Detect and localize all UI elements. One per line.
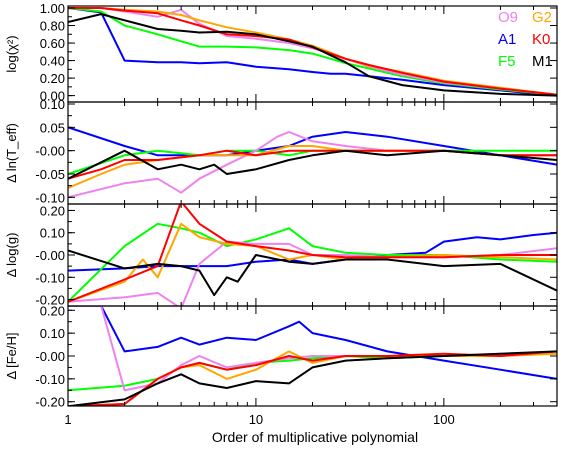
legend-entry-O9: O9: [498, 9, 518, 26]
y-tick-label-logg: -0.20: [35, 293, 65, 308]
panels-layer: 0.00 0.20 0.40 0.60 0.80 1.00 log(χ²) -0.10 -0.0…: [4, 1, 558, 410]
y-tick-label-feh: -0.20: [35, 395, 65, 410]
x-axis-label: Order of multiplicative polynomial: [212, 429, 418, 445]
legend-entry-K0: K0: [532, 31, 550, 48]
y-axis-label-teff: Δ ln(T_eff): [4, 123, 19, 183]
x-tick-label: 10: [249, 412, 263, 427]
series-line-logg-K0: [68, 204, 557, 303]
legend-entry-A1: A1: [498, 31, 516, 48]
series-line-chi2-O9: [68, 7, 557, 96]
series-line-chi2-A1: [68, 7, 557, 97]
x-tick-label: 1: [64, 412, 71, 427]
series-line-teff-O9: [68, 131, 557, 199]
y-tick-label-feh: -0.00: [35, 349, 65, 364]
y-tick-label-chi2: 0.20: [40, 71, 65, 86]
y-tick-label-chi2: 0.40: [40, 54, 65, 69]
x-tick-label: 100: [433, 412, 455, 427]
series-line-chi2-F5: [68, 7, 557, 96]
y-tick-label-teff: -0.10: [35, 190, 65, 205]
panel-feh: -0.20 -0.10 -0.00 0.10 0.20 Δ [Fe/H]: [4, 303, 558, 410]
y-tick-label-feh: 0.10: [40, 326, 65, 341]
series-line-logg-O9: [68, 240, 557, 306]
y-tick-label-feh: 0.20: [40, 303, 65, 318]
y-tick-label-logg: -0.10: [35, 270, 65, 285]
y-tick-label-chi2: 1.00: [40, 1, 65, 16]
series-group-teff: [68, 126, 557, 199]
series-line-feh-O9: [68, 306, 557, 392]
series-line-feh-F5: [68, 350, 557, 392]
panel-chi2: 0.00 0.20 0.40 0.60 0.80 1.00 log(χ²): [4, 1, 558, 104]
x-axis: 1 10 100: [64, 412, 454, 427]
series-group-chi2: [68, 7, 557, 97]
series-group-feh: [68, 306, 557, 406]
panel-teff: -0.10 -0.05 -0.00 0.05 0.10 Δ ln(T_eff): [4, 97, 558, 205]
y-tick-label-teff: -0.05: [35, 167, 65, 182]
y-tick-label-chi2: 0.80: [40, 19, 65, 34]
series-line-feh-M1: [68, 350, 557, 406]
y-tick-label-chi2: 0.00: [40, 89, 65, 104]
y-tick-label-chi2: 0.60: [40, 36, 65, 51]
y-axis-label-feh: Δ [Fe/H]: [4, 333, 19, 380]
y-tick-label-teff: 0.05: [40, 120, 65, 135]
legend-entry-M1: M1: [532, 53, 553, 70]
y-axis-label-chi2: log(χ²): [4, 35, 19, 72]
y-tick-label-logg: -0.00: [35, 248, 65, 263]
legend-entry-G2: G2: [532, 9, 552, 26]
series-line-chi2-G2: [68, 7, 557, 96]
y-tick-label-feh: -0.10: [35, 372, 65, 387]
series-line-teff-M1: [68, 149, 557, 180]
y-tick-label-logg: 0.20: [40, 203, 65, 218]
panel-logg: -0.20 -0.10 -0.00 0.10 0.20 Δ log(g): [4, 203, 558, 308]
legend-entry-F5: F5: [498, 53, 516, 70]
y-tick-label-logg: 0.10: [40, 226, 65, 241]
y-axis-label-logg: Δ log(g): [4, 233, 19, 278]
series-line-chi2-K0: [68, 7, 557, 96]
y-tick-label-teff: -0.00: [35, 144, 65, 159]
y-tick-label-teff: 0.10: [40, 97, 65, 112]
series-line-logg-M1: [68, 249, 557, 297]
series-group-logg: [68, 204, 557, 306]
series-line-feh-K0: [68, 350, 557, 406]
legend: O9 G2 A1 K0 F5 M1: [498, 9, 553, 70]
series-line-chi2-M1: [68, 13, 557, 97]
